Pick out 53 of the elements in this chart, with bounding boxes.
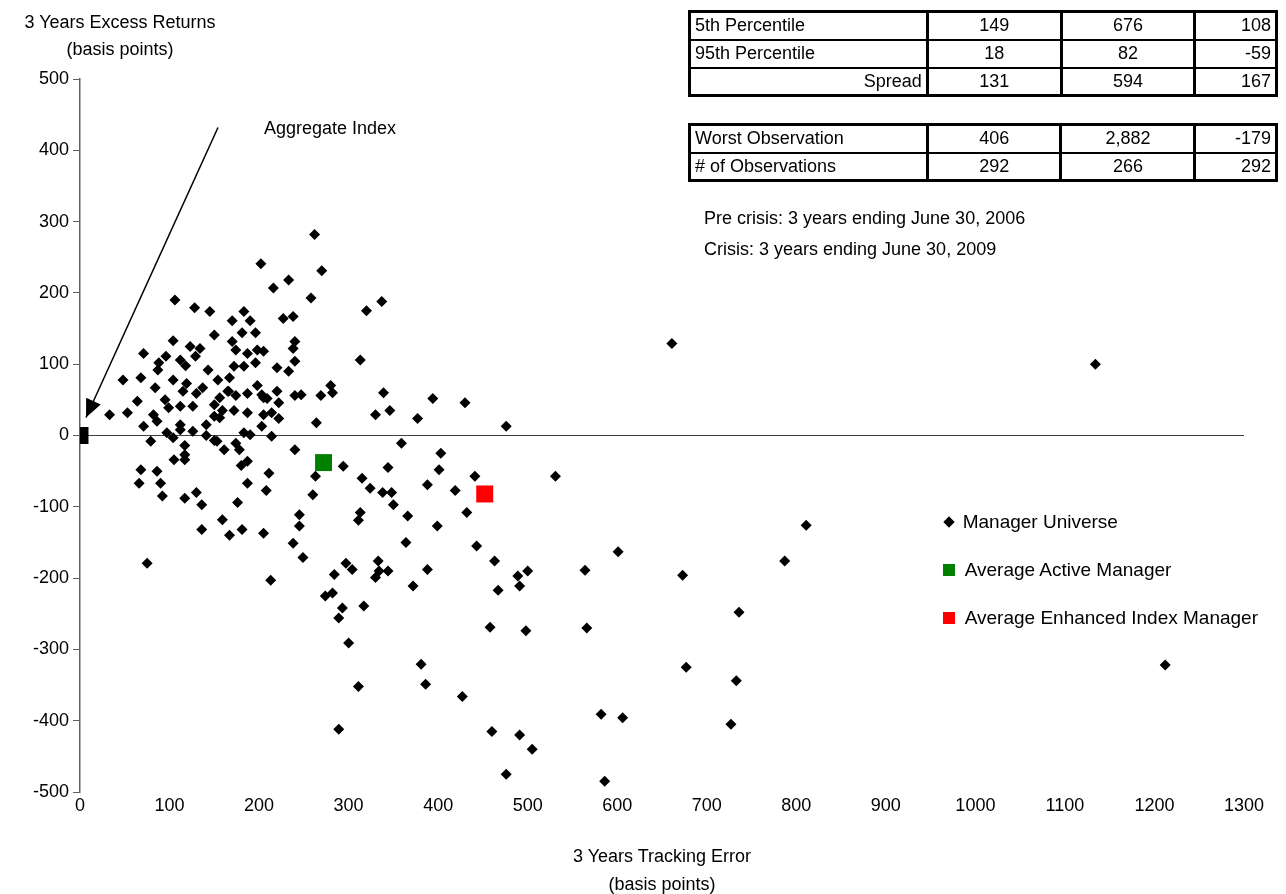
y-axis-title: 3 Years Excess Returns (basis points) <box>24 12 216 59</box>
x-tick-label: 0 <box>74 794 86 815</box>
annotation: -179 <box>1194 124 1277 153</box>
annotation: 292 <box>1194 152 1277 181</box>
text: -59 <box>1244 43 1271 63</box>
text: 95th Percentile <box>695 43 816 63</box>
x-tick-label: 1000 <box>955 794 996 815</box>
text: 5th Percentile <box>695 15 806 36</box>
text: 676 <box>1113 15 1144 36</box>
x-tick-label: 800 <box>781 794 812 815</box>
x-tick-label: 600 <box>602 794 633 815</box>
annotation: 167 <box>1194 67 1277 96</box>
y-tick-label: -400 <box>32 709 69 730</box>
x-tick-label: 1200 <box>1134 794 1175 815</box>
x-tick-label: 100 <box>154 794 185 815</box>
x-tick-label: 900 <box>870 794 901 815</box>
y-tick-label: 200 <box>38 281 69 302</box>
y-tick-label: 300 <box>38 210 69 231</box>
annotation: 406 <box>927 124 1061 153</box>
legend-label: Average Active Manager <box>964 559 1172 581</box>
text: 149 <box>979 15 1010 36</box>
annotation: 2,882 <box>1060 124 1195 153</box>
annotation: Pre crisis: 3 years ending June 30, 2006 <box>704 208 1027 229</box>
y-tick-label: -200 <box>32 567 69 588</box>
annotation: Spread <box>689 67 928 96</box>
x-tick-label: 700 <box>691 794 722 815</box>
x-tick-label: 200 <box>244 794 275 815</box>
x-tick-label: 500 <box>512 794 543 815</box>
x-tick-label: 1300 <box>1223 794 1265 815</box>
text: 82 <box>1118 43 1139 63</box>
x-tick-label: 400 <box>423 794 454 815</box>
annotation: Crisis: 3 years ending June 30, 2009 <box>704 239 998 260</box>
legend-label: Average Enhanced Index Manager <box>964 607 1258 629</box>
annotation: 292 <box>927 152 1061 181</box>
x-axis-title: 3 Years Tracking Error (basis points) <box>572 846 752 894</box>
y-tick-label: -500 <box>32 780 69 801</box>
y-tick-label: 0 <box>58 424 69 445</box>
y-tick-label: -100 <box>32 495 69 516</box>
annotation: Aggregate Index <box>263 117 397 138</box>
x-tick-label: 1100 <box>1045 794 1085 815</box>
y-tick-label: 500 <box>38 67 69 88</box>
annotation: 131 <box>927 67 1062 96</box>
x-tick-label: 300 <box>333 794 364 815</box>
text: 108 <box>1240 15 1271 36</box>
annotation: 266 <box>1060 152 1195 181</box>
annotation: # of Observations <box>689 152 928 181</box>
annotation: Worst Observation <box>689 124 928 153</box>
text: 18 <box>984 43 1005 63</box>
y-tick-label: -300 <box>32 638 69 659</box>
y-tick-label: 100 <box>38 353 69 374</box>
annotation: 594 <box>1061 67 1195 96</box>
legend-label: Manager Universe <box>962 511 1118 533</box>
y-tick-label: 400 <box>38 139 69 160</box>
